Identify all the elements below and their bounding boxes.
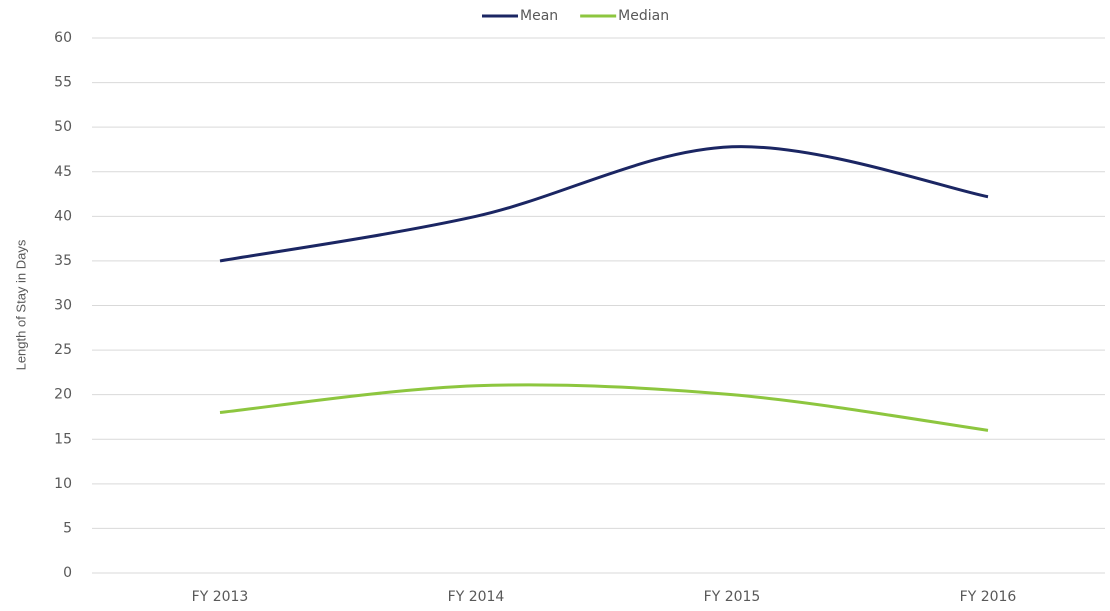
legend-label: Median xyxy=(618,8,669,24)
y-tick-label: 20 xyxy=(54,387,72,403)
y-tick-label: 60 xyxy=(54,30,72,46)
y-tick-label: 5 xyxy=(63,520,72,536)
x-tick-label: FY 2016 xyxy=(960,589,1017,605)
series-line xyxy=(219,383,989,432)
y-tick-label: 40 xyxy=(54,208,72,224)
y-tick-label: 55 xyxy=(54,75,72,91)
y-tick-label: 0 xyxy=(63,565,72,581)
series-line xyxy=(219,145,989,263)
y-tick-label: 25 xyxy=(54,342,72,358)
x-tick-label: FY 2015 xyxy=(704,589,761,605)
y-tick-label: 30 xyxy=(54,298,72,314)
y-tick-label: 10 xyxy=(54,476,72,492)
y-axis-title: Length of Stay in Days xyxy=(13,239,28,370)
y-tick-label: 50 xyxy=(54,119,72,135)
y-tick-label: 35 xyxy=(54,253,72,269)
x-tick-label: FY 2013 xyxy=(192,589,249,605)
legend-label: Mean xyxy=(520,8,558,24)
y-tick-label: 15 xyxy=(54,431,72,447)
y-tick-label: 45 xyxy=(54,164,72,180)
x-tick-label: FY 2014 xyxy=(448,589,505,605)
